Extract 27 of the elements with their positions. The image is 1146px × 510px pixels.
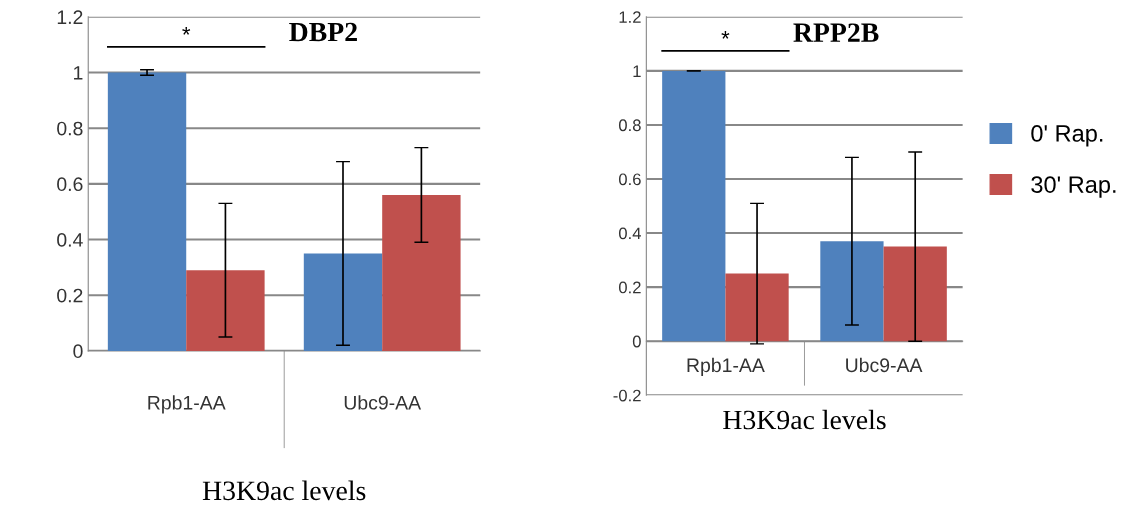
x-axis-title: H3K9ac levels [723, 409, 886, 430]
y-tick-label: 1.2 [619, 11, 641, 23]
annotation: * [721, 30, 730, 39]
y-tick-label: 0.4 [57, 233, 83, 247]
y-tick-label: 0.2 [618, 281, 641, 294]
chart-title: RPP2B [793, 23, 879, 42]
x-tick-label: Ubc9-AA [344, 395, 422, 410]
x-tick-label: Ubc9-AA [846, 357, 923, 373]
y-tick-label: 0.2 [57, 288, 83, 303]
y-tick-label: 0.8 [57, 121, 83, 136]
y-tick-label: 0 [73, 344, 83, 359]
y-tick-label: 0.8 [618, 119, 641, 132]
annotation: * [182, 27, 191, 35]
y-tick-label: 0.6 [618, 173, 641, 186]
x-tick-label: Rpb1-AA [148, 395, 226, 414]
x-tick-label: Rpb1-AA [687, 357, 765, 376]
legend-label: 30' Rap. [1031, 176, 1116, 198]
y-tick-label: 0.4 [618, 227, 641, 240]
y-tick-label: 1 [633, 65, 641, 77]
x-axis-title: H3K9ac levels [202, 480, 366, 501]
y-tick-label: 0 [632, 335, 641, 348]
y-tick-label: 0.6 [57, 177, 83, 192]
y-tick-label: 1.2 [57, 10, 83, 24]
y-tick-label: -0.2 [613, 389, 641, 402]
y-tick-label: 1 [74, 66, 83, 80]
chart-title: DBP2 [289, 22, 357, 42]
legend-label: 0' Rap. [1031, 125, 1103, 147]
